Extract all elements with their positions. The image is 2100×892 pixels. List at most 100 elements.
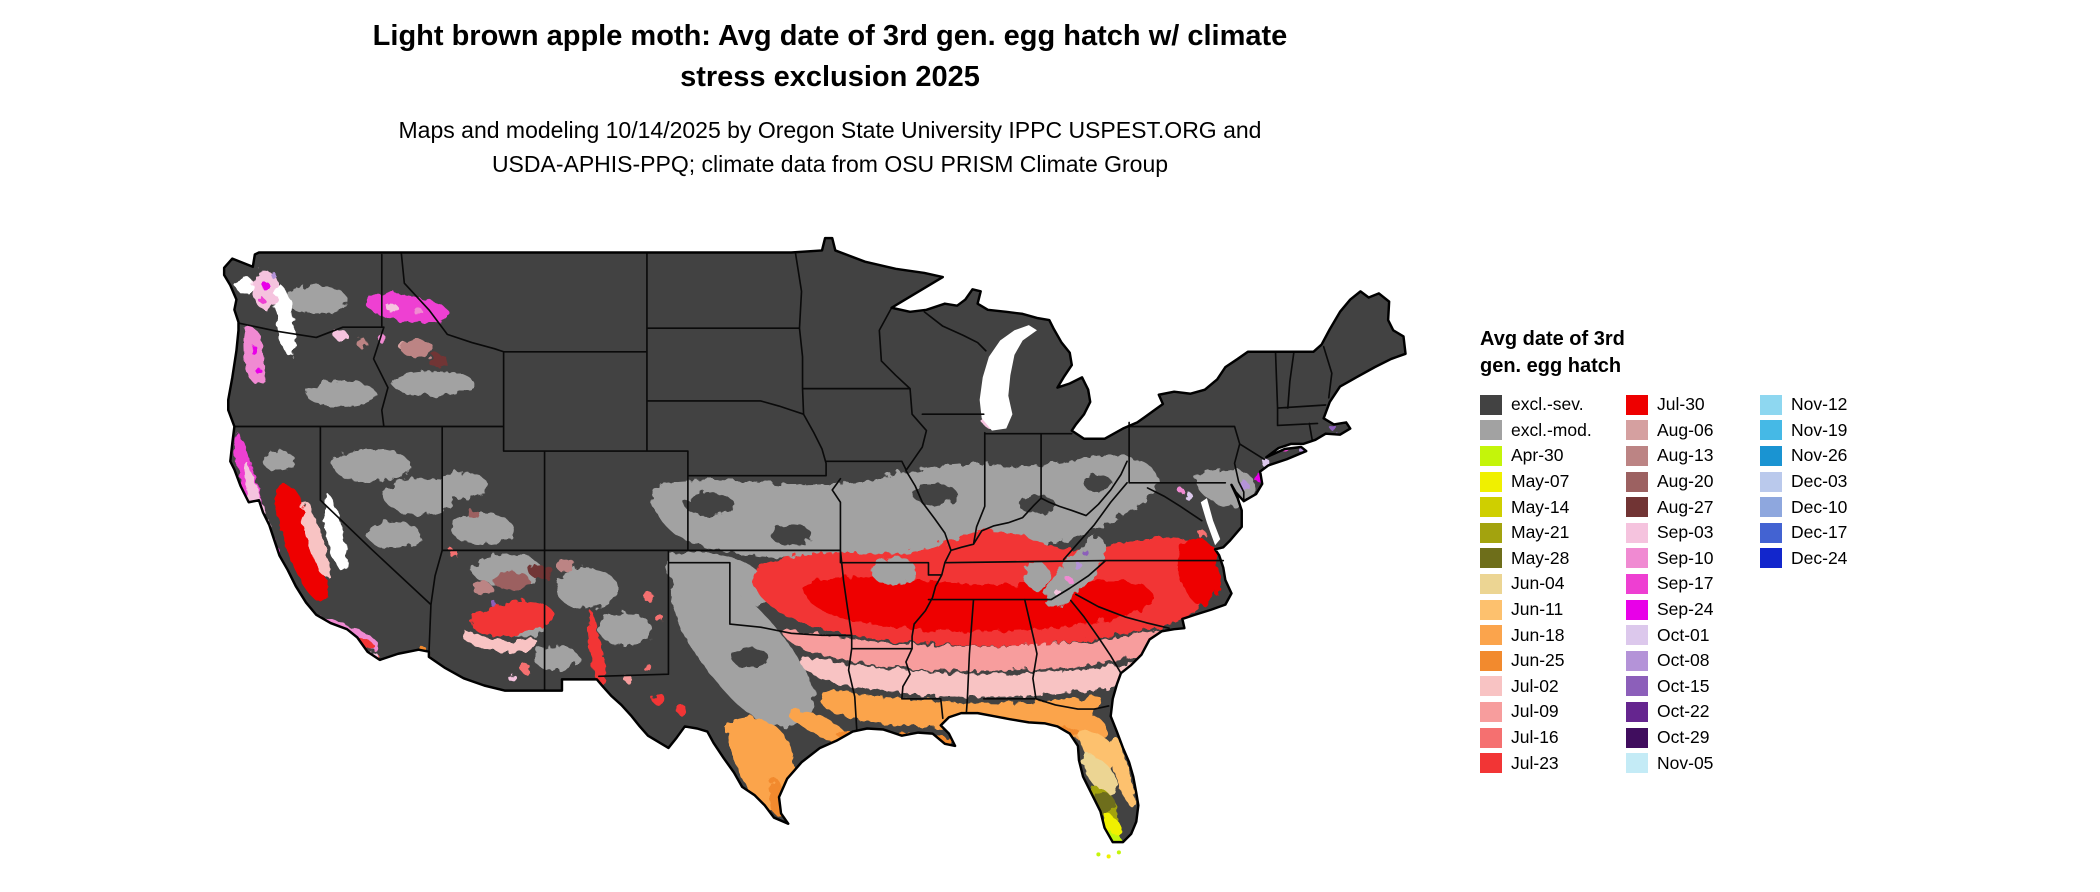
legend-label: Jul-16 — [1511, 727, 1559, 748]
map-region-sep-17 — [257, 296, 265, 303]
legend-label: Jun-11 — [1511, 599, 1564, 620]
legend-swatch — [1626, 573, 1648, 594]
legend-label: Sep-03 — [1657, 522, 1714, 543]
map-region-jul-02 — [461, 629, 538, 653]
legend-item: Oct-15 — [1626, 674, 1760, 700]
legend-item: May-07 — [1480, 469, 1626, 495]
legend-item: Nov-19 — [1760, 418, 1847, 444]
legend-swatch — [1626, 625, 1648, 646]
map-region-sep-17 — [365, 293, 450, 323]
map-region-excl-mod- — [263, 451, 296, 472]
legend-label: May-14 — [1511, 496, 1570, 517]
map-region-oct-15 — [1083, 550, 1090, 557]
legend-column: Jul-30 Aug-06 Aug-13 Aug-20 Aug-27 Sep-03 Sep-… — [1626, 392, 1760, 776]
map-region-sep-24 — [255, 368, 263, 375]
legend-item: Apr-30 — [1480, 443, 1626, 469]
map-region-sep-24 — [250, 346, 259, 355]
legend-item: Aug-20 — [1626, 469, 1760, 495]
legend-swatch — [1626, 650, 1648, 671]
legend-swatch — [1760, 522, 1782, 543]
page-subtitle-line-1: Maps and modeling 10/14/2025 by Oregon S… — [398, 117, 1262, 143]
legend-label: Jul-30 — [1657, 394, 1705, 415]
map-region-apr-30 — [1116, 850, 1121, 855]
legend-swatch — [1480, 753, 1502, 774]
legend-label: Jun-25 — [1511, 650, 1565, 671]
map-region-jul-02 — [801, 657, 1164, 698]
map-region-jul-02 — [302, 500, 331, 578]
map-region-jul-16 — [1198, 530, 1207, 540]
legend-swatch — [1480, 727, 1502, 748]
legend-swatch — [1626, 701, 1648, 722]
legend-item: Jun-18 — [1480, 622, 1626, 648]
legend-item: Jul-09 — [1480, 699, 1626, 725]
legend-swatch — [1480, 650, 1502, 671]
legend-swatch — [1480, 548, 1502, 569]
legend-label: Oct-22 — [1657, 701, 1710, 722]
map-region-jun-18 — [820, 690, 1103, 729]
legend-swatch — [1626, 599, 1648, 620]
legend-label: Nov-12 — [1791, 394, 1848, 415]
map-region-jun-11 — [1078, 729, 1119, 769]
map-region-excl-mod- — [332, 449, 411, 482]
legend-label: Aug-27 — [1657, 496, 1714, 517]
map-region-jul-23 — [587, 611, 607, 685]
legend-swatch — [1626, 394, 1648, 415]
map-region-aug-20 — [467, 510, 481, 519]
legend-swatch — [1760, 471, 1782, 492]
legend-label: Jul-09 — [1511, 701, 1559, 722]
map-region-apr-30 — [1108, 833, 1124, 843]
legend-label: Aug-13 — [1657, 445, 1714, 466]
map-region-jun-04 — [1083, 754, 1118, 795]
legend-label: Dec-10 — [1791, 496, 1848, 517]
map-region-sep-10 — [1177, 486, 1184, 494]
legend-swatch — [1480, 522, 1502, 543]
legend-swatch — [1626, 445, 1648, 466]
legend-item: Sep-17 — [1626, 571, 1760, 597]
legend-swatch — [1480, 471, 1502, 492]
legend-label: Sep-24 — [1657, 599, 1714, 620]
legend-label: excl.-mod. — [1511, 419, 1592, 440]
legend-label: Aug-06 — [1657, 419, 1714, 440]
map-region-jul-23 — [652, 692, 665, 705]
legend-item: Dec-03 — [1760, 469, 1847, 495]
legend-swatch — [1626, 753, 1648, 774]
legend-label: Jun-18 — [1511, 624, 1565, 645]
legend-swatch — [1480, 394, 1502, 415]
map-region-excl-mod- — [871, 556, 917, 586]
legend-column: Nov-12 Nov-19 Nov-26 Dec-03 Dec-10 Dec-17 Dec-… — [1760, 392, 1847, 571]
legend-swatch — [1760, 394, 1782, 415]
map-region-excl-mod- — [392, 371, 474, 396]
map-region-excl-mod- — [598, 612, 653, 646]
map-region-may-07 — [1101, 813, 1122, 838]
us-map — [218, 226, 1426, 886]
legend-item: Jul-23 — [1480, 750, 1626, 776]
legend-swatch — [1626, 548, 1648, 569]
page-subtitle-line-2: USDA-APHIS-PPQ; climate data from OSU PR… — [491, 151, 1169, 177]
legend-label: Nov-05 — [1657, 752, 1714, 773]
legend-swatch — [1626, 471, 1648, 492]
map-region-aug-13 — [356, 337, 367, 348]
legend-label: excl.-sev. — [1511, 394, 1584, 415]
legend-label: Oct-01 — [1657, 624, 1710, 645]
legend-swatch — [1480, 445, 1502, 466]
map-region-jul-16 — [642, 591, 654, 602]
legend-label: Sep-17 — [1657, 573, 1714, 594]
legend-label: Oct-29 — [1657, 727, 1710, 748]
legend-swatch — [1760, 497, 1782, 518]
map-region-excl-mod- — [435, 472, 489, 500]
legend-item: Sep-10 — [1626, 546, 1760, 572]
map-region-jun-18 — [789, 709, 847, 744]
map-region-sep-03 — [508, 674, 517, 683]
legend-label: Apr-30 — [1511, 445, 1564, 466]
map-region-sep-10 — [414, 307, 423, 316]
map-region-excl-mod- — [285, 285, 347, 314]
map-region-jul-30 — [274, 483, 329, 601]
map-region-oct-15 — [1330, 425, 1337, 432]
legend-item: May-28 — [1480, 546, 1626, 572]
water-bodies — [979, 325, 1221, 546]
legend-swatch — [1626, 522, 1648, 543]
map-region-oct-01 — [1184, 492, 1193, 501]
legend-item: Nov-12 — [1760, 392, 1847, 418]
legend-swatch — [1480, 497, 1502, 518]
legend-swatch — [1626, 420, 1648, 441]
